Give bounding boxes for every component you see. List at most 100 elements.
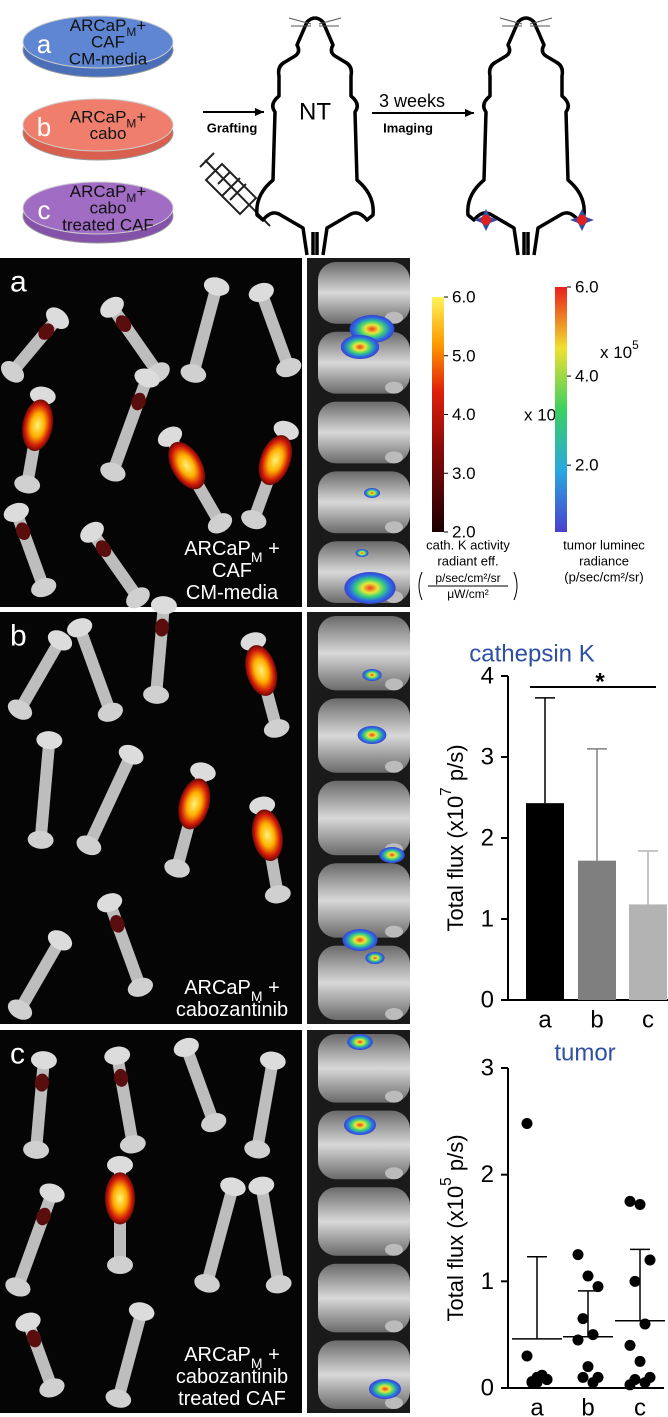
mouse-outline <box>466 16 586 256</box>
bone-end <box>126 587 150 609</box>
point <box>587 1377 599 1389</box>
bone-end <box>0 360 25 383</box>
mouse-back <box>318 863 410 938</box>
mouse-back <box>318 1110 410 1180</box>
signal <box>365 952 385 964</box>
chart-title: tumor <box>554 1040 615 1067</box>
bone <box>244 1051 286 1159</box>
colorbar-tick-label: 3.0 <box>452 464 476 483</box>
bone <box>194 1177 246 1293</box>
bone-end <box>164 858 190 878</box>
panel-caption-part: M <box>251 1355 263 1371</box>
bone-end <box>273 420 299 440</box>
colorbar-exponent-part: 5 <box>632 338 639 352</box>
signal <box>22 399 54 451</box>
bone-end <box>265 1275 292 1294</box>
colorbar-tick-label: 4.0 <box>452 405 476 424</box>
dish-label: CM-media <box>69 50 148 69</box>
signal <box>131 392 146 411</box>
signal <box>344 1115 376 1135</box>
bone-end <box>127 977 153 997</box>
x-tick-label: b <box>581 1395 594 1417</box>
bone-shaft <box>16 939 64 1011</box>
signal <box>115 315 132 333</box>
bone-shaft <box>35 740 55 840</box>
point <box>644 1254 656 1266</box>
panel-caption-part: + <box>263 538 280 560</box>
colorbar <box>432 297 444 532</box>
mouse-leg <box>385 521 403 534</box>
mouse-body <box>466 16 586 256</box>
point <box>634 1199 646 1211</box>
bone <box>241 420 299 530</box>
dish-top <box>22 98 174 152</box>
bone <box>27 731 63 849</box>
dish-letter: a <box>37 29 52 59</box>
panel-caption-part: ARCaP <box>184 538 251 560</box>
bone-end <box>150 596 177 615</box>
whiskers <box>499 17 553 27</box>
dish-label-part: + <box>136 107 146 126</box>
bone-end <box>119 1135 146 1154</box>
bone <box>104 1046 146 1154</box>
syringe <box>199 152 271 227</box>
signal <box>379 847 405 863</box>
bone-end <box>97 893 123 913</box>
bone-end <box>3 502 29 522</box>
y-axis-label-part: 7 <box>438 787 455 796</box>
signal <box>95 540 112 558</box>
colorbar-caption: tumor luminec <box>563 538 645 553</box>
mouse-back <box>318 1187 410 1256</box>
y-tick-label: 0 <box>481 987 494 1014</box>
panel-caption: cabozantinib <box>176 999 288 1021</box>
dish-top <box>22 181 174 235</box>
panel-letter: c <box>10 1038 25 1071</box>
bone <box>240 632 290 738</box>
y-axis-label: Total flux (x107 p/s) <box>438 744 468 931</box>
point <box>526 1376 538 1388</box>
x-tick-label: c <box>634 1395 646 1417</box>
bone-end <box>105 1389 132 1408</box>
dish-label-part: ARCaP <box>70 182 127 201</box>
bone <box>157 426 233 534</box>
colorbar-tick-label: 2.0 <box>452 523 476 542</box>
bone-end <box>31 578 57 598</box>
signal <box>251 809 283 861</box>
bone-shaft <box>256 1185 284 1285</box>
bone-end <box>157 426 183 447</box>
panel-letter: a <box>10 266 27 299</box>
signal <box>168 441 206 490</box>
bone-end <box>173 1037 199 1057</box>
y-axis-label-part: Total flux (x10 <box>443 796 468 932</box>
mouse-back <box>318 262 410 324</box>
dish-label-part: ARCaP <box>70 16 127 35</box>
bone <box>180 277 230 383</box>
y-tick-label: 0 <box>481 1375 494 1402</box>
bone <box>14 386 56 494</box>
bone-end <box>118 744 144 765</box>
bone-shaft <box>85 753 135 847</box>
panel-caption: ARCaPM + <box>184 977 280 1004</box>
signal <box>369 1379 401 1399</box>
dish-label-part: M <box>126 25 136 39</box>
significance: * <box>595 669 605 696</box>
point <box>582 1361 594 1373</box>
mouse-leg <box>385 925 403 938</box>
y-tick-label: 2 <box>481 825 494 852</box>
bone-end <box>39 1183 65 1203</box>
y-tick-label: 2 <box>481 1161 494 1188</box>
mouse-leg <box>385 451 403 464</box>
dish-label: treated CAF <box>62 216 154 235</box>
nt-label: NT <box>299 99 331 126</box>
colorbar-tick-label: 6.0 <box>575 278 599 297</box>
imaging-label: Imaging <box>383 121 433 136</box>
panel-caption: CAF <box>212 560 252 582</box>
weeks-label: 3 weeks <box>379 91 445 111</box>
bone-end <box>201 1113 227 1133</box>
mouse-leg <box>385 1320 403 1333</box>
bone-end <box>67 618 93 638</box>
dish-letter: c <box>38 195 51 225</box>
point <box>587 1329 599 1341</box>
signal <box>110 915 125 933</box>
dish-label-part: + <box>136 182 146 201</box>
